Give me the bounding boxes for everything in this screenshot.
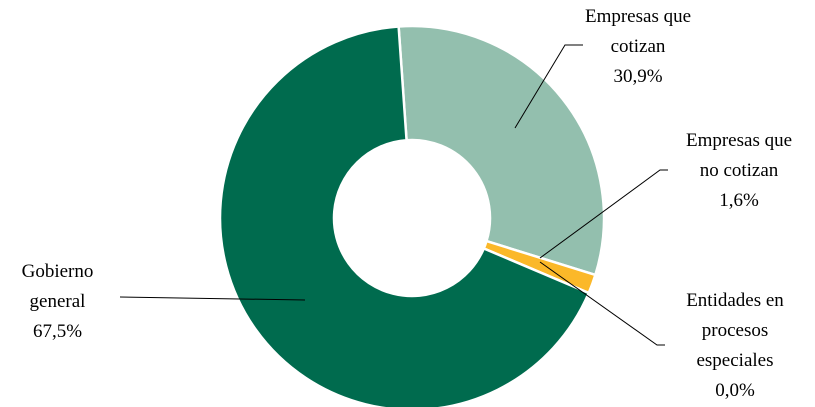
donut-slices — [218, 24, 606, 407]
slice-label-entidades-en-procesos-especiales: Entidades en procesos especiales 0,0% — [660, 286, 810, 406]
slice-empresas-que-cotizan — [397, 24, 606, 277]
slice-gobierno-general — [218, 25, 591, 407]
slice-label-line: Empresas que — [685, 130, 793, 151]
slice-label-gobierno-general: Gobierno general 67,5% — [0, 257, 115, 347]
leader-line-empresas-que-cotizan — [514, 44, 583, 129]
leader-line-empresas-que-no-cotizan — [539, 169, 668, 259]
slice-value-label: 67,5% — [32, 321, 83, 342]
slice-label-line: Gobierno — [21, 261, 94, 282]
slice-value-label: 1,6% — [719, 190, 759, 211]
slice-label-line: Empresas que — [584, 6, 692, 27]
slice-label-empresas-que-no-cotizan: Empresas que no cotizan 1,6% — [665, 126, 813, 216]
leader-lines — [119, 44, 668, 346]
slice-label-empresas-que-cotizan: Empresas que cotizan 30,9% — [558, 2, 718, 92]
slice-label-line: general — [29, 291, 86, 312]
slice-value-label: 30,9% — [613, 66, 663, 87]
slice-label-line: procesos — [701, 320, 769, 341]
slice-label-line: especiales — [696, 350, 774, 371]
leader-line-entidades-en-procesos-especiales — [539, 261, 665, 346]
leader-line-gobierno-general — [119, 296, 306, 301]
slice-label-line: Entidades en — [686, 290, 784, 311]
slice-label-line: cotizan — [610, 36, 666, 57]
slice-value-label: 0,0% — [715, 380, 755, 401]
slice-label-line: no cotizan — [699, 160, 779, 181]
